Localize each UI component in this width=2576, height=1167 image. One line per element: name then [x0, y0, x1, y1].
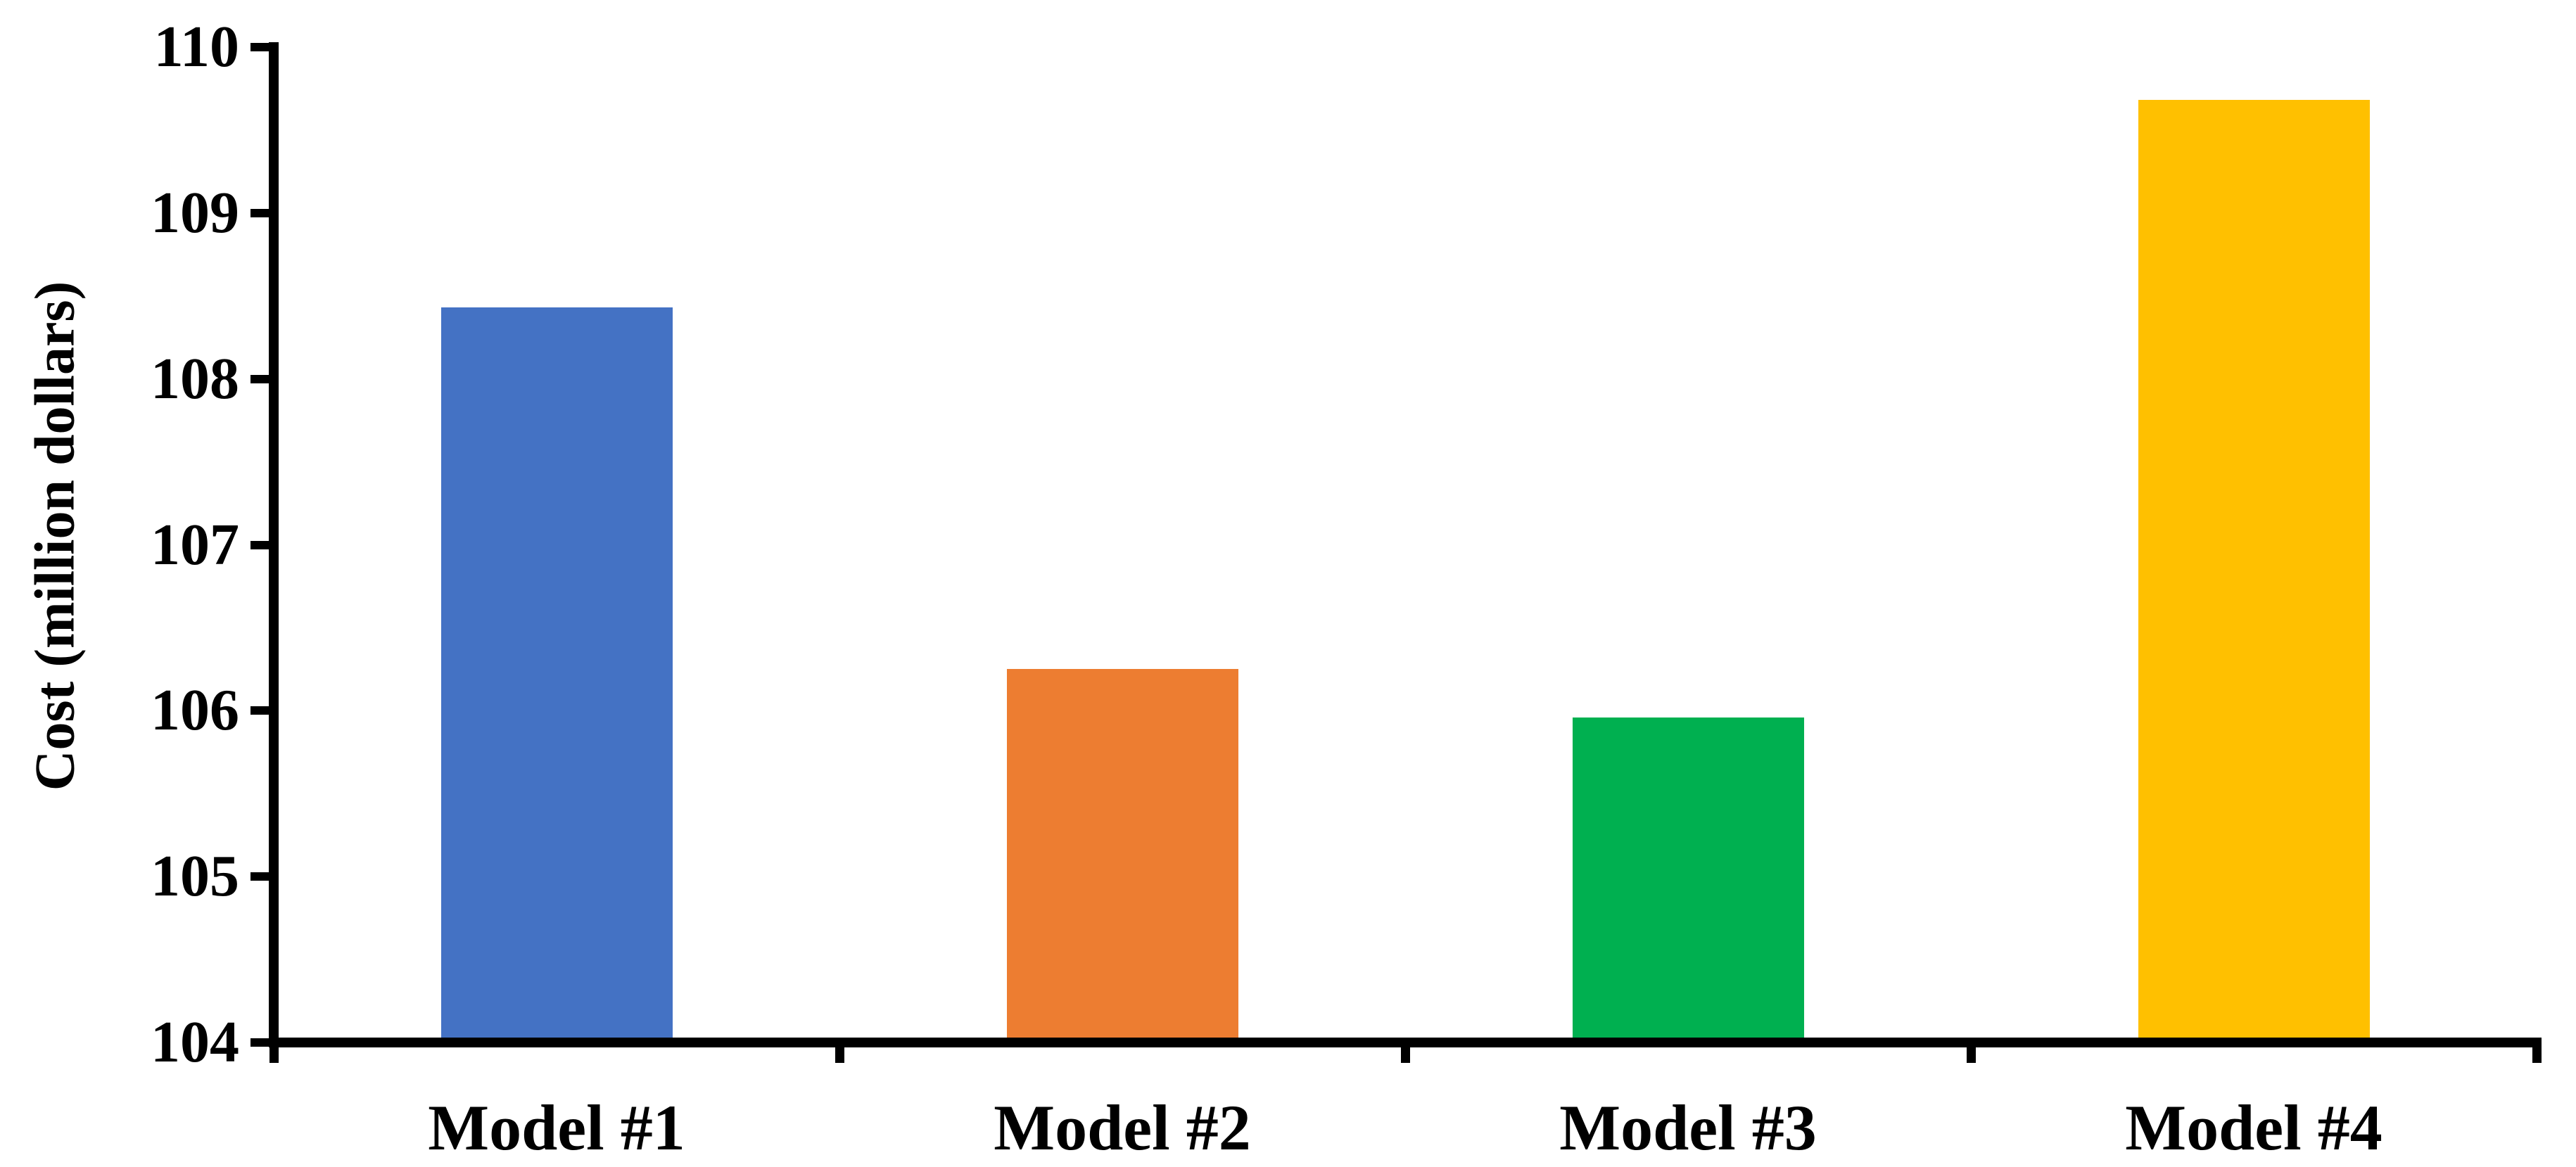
- x-tick-mark: [1400, 1047, 1410, 1063]
- y-tick-label: 104: [151, 1009, 239, 1075]
- y-tick-label: 106: [151, 677, 239, 744]
- x-category-label: Model #1: [428, 1092, 685, 1163]
- y-tick-mark: [250, 43, 269, 51]
- y-tick-label: 105: [151, 843, 239, 910]
- y-tick-label: 107: [151, 511, 239, 578]
- y-tick-mark: [250, 374, 269, 383]
- bar-model-1: [440, 307, 673, 1038]
- bar-model-4: [2138, 100, 2370, 1038]
- y-tick-label: 108: [151, 345, 239, 412]
- y-tick-mark: [250, 1038, 269, 1047]
- y-tick-mark: [250, 208, 269, 217]
- x-category-label: Model #3: [1559, 1092, 1817, 1163]
- x-category-label: Model #4: [2125, 1092, 2383, 1163]
- x-category-label: Model #2: [994, 1092, 1251, 1163]
- bar-model-3: [1572, 717, 1804, 1038]
- x-tick-mark: [2532, 1047, 2542, 1063]
- y-axis-line: [269, 42, 279, 1047]
- x-tick-mark: [1966, 1047, 1976, 1063]
- y-tick-label: 110: [153, 14, 239, 79]
- bar-model-2: [1006, 669, 1238, 1038]
- y-tick-mark: [250, 540, 269, 549]
- x-axis-line: [269, 1038, 2542, 1047]
- y-tick-mark: [250, 872, 269, 881]
- y-tick-mark: [250, 706, 269, 715]
- y-tick-label: 109: [151, 179, 239, 245]
- x-tick-mark: [835, 1047, 844, 1063]
- x-tick-mark: [269, 1047, 279, 1063]
